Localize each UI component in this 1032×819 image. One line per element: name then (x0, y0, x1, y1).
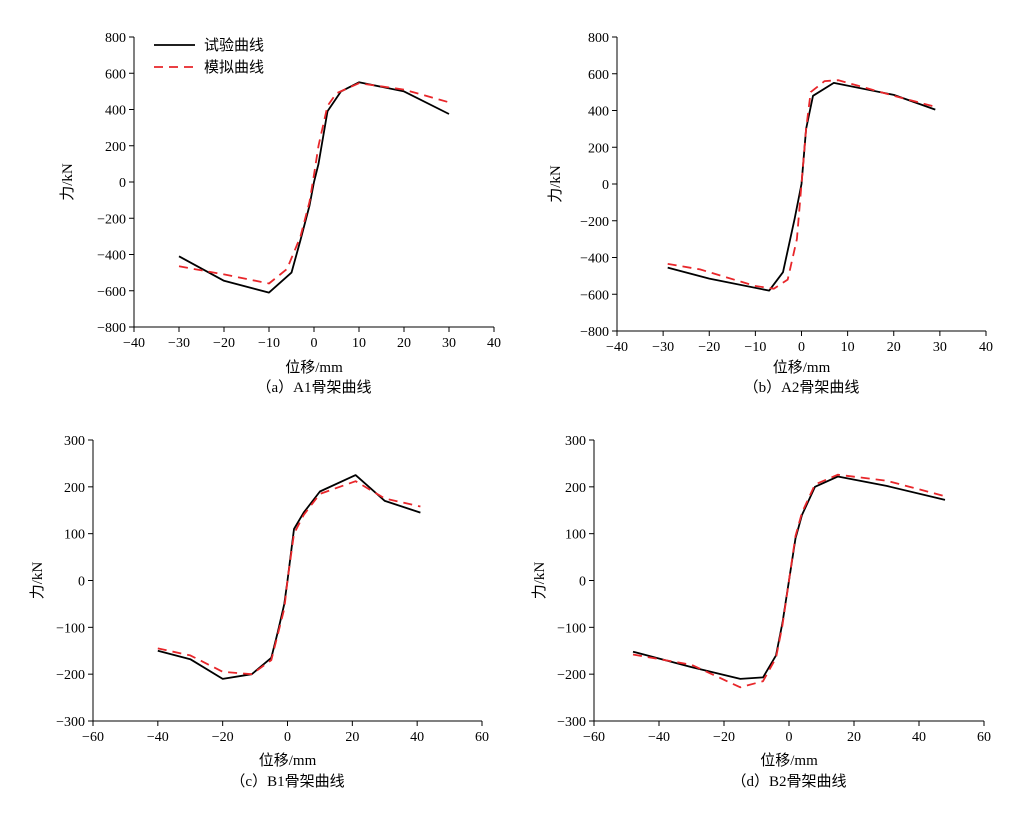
y-tick-label: −300 (56, 715, 85, 730)
x-axis-title: 位移/mm (259, 752, 317, 769)
x-tick-label: −40 (606, 340, 628, 355)
y-tick-label: 0 (78, 575, 85, 590)
legend-sim-label: 模拟曲线 (204, 59, 264, 76)
y-tick-label: 100 (64, 528, 85, 543)
panel-caption: （d）B2骨架曲线 (731, 773, 846, 790)
x-tick-label: −20 (713, 730, 735, 745)
y-tick-label: −400 (580, 252, 609, 267)
simulated-curve-line (178, 82, 450, 285)
y-axis-title: 力/kN (531, 562, 548, 600)
x-tick-label: −20 (213, 336, 235, 351)
x-tick-label: −40 (123, 336, 145, 351)
y-tick-label: 300 (565, 434, 586, 449)
y-tick-label: 400 (588, 105, 609, 120)
y-tick-label: 400 (105, 104, 126, 119)
x-axis-title: 位移/mm (285, 359, 343, 376)
x-tick-label: 20 (397, 336, 411, 351)
x-tick-label: 0 (284, 730, 291, 745)
simulated-curve-line (157, 480, 421, 676)
x-tick-label: 0 (798, 340, 805, 355)
x-tick-label: −30 (168, 336, 190, 351)
panel-caption: （c）B1骨架曲线 (230, 773, 344, 790)
y-tick-label: −100 (557, 621, 586, 636)
x-tick-label: 20 (847, 730, 861, 745)
x-axis-title: 位移/mm (773, 359, 831, 376)
panel-2: −60 −40 −20 0 20 40 60−300−200−1000100200300位移… (29, 434, 489, 790)
x-tick-label: 40 (410, 730, 424, 745)
y-tick-label: 200 (105, 140, 126, 155)
x-tick-label: 20 (887, 340, 901, 355)
y-axis-title: 力/kN (29, 562, 46, 600)
y-tick-label: 200 (565, 481, 586, 496)
y-tick-label: 800 (105, 31, 126, 46)
y-tick-label: 600 (105, 67, 126, 82)
y-tick-label: 800 (588, 31, 609, 46)
simulated-curve-line (632, 473, 946, 689)
y-axis-title: 力/kN (547, 165, 564, 203)
y-tick-label: −600 (97, 285, 126, 300)
panel-caption: （a）A1骨架曲线 (257, 379, 372, 396)
x-tick-label: −40 (648, 730, 670, 745)
y-tick-label: −400 (97, 249, 126, 264)
x-tick-label: 60 (475, 730, 489, 745)
x-tick-label: 20 (345, 730, 359, 745)
y-axis-title: 力/kN (59, 163, 76, 201)
x-axis-title: 位移/mm (760, 752, 818, 769)
test-curve-line (157, 474, 421, 680)
y-tick-label: 100 (565, 528, 586, 543)
test-curve-line (667, 82, 936, 292)
y-tick-label: 300 (64, 434, 85, 449)
test-curve-line (178, 81, 450, 294)
x-tick-label: 0 (311, 336, 318, 351)
x-tick-label: −20 (698, 340, 720, 355)
panel-0: −40 −30 −20 −10 0 10 20 30 40 −800 −600 −400 −200 0 20… (59, 31, 501, 396)
y-tick-label: 200 (588, 141, 609, 156)
panel-3: −60 −40 −20 0 20 40 60−300−200−1000100200300位移… (531, 434, 991, 790)
y-tick-label: 0 (602, 178, 609, 193)
y-tick-label: −200 (580, 215, 609, 230)
x-tick-label: −60 (583, 730, 605, 745)
x-tick-label: −30 (652, 340, 674, 355)
y-tick-label: 200 (64, 481, 85, 496)
panel-1: −40 −30 −20 −10 0 10 20 30 40 −800 −600 −400 −200 0 20… (547, 31, 993, 396)
y-tick-label: 0 (579, 575, 586, 590)
x-tick-label: 10 (841, 340, 855, 355)
y-tick-label: −800 (97, 321, 126, 336)
legend-test-label: 试验曲线 (204, 37, 264, 54)
y-tick-label: −600 (580, 288, 609, 303)
x-tick-label: 10 (352, 336, 366, 351)
x-tick-label: −10 (258, 336, 280, 351)
y-tick-label: −100 (56, 621, 85, 636)
y-tick-label: −800 (580, 325, 609, 340)
panel-caption: （b）A2骨架曲线 (744, 379, 860, 396)
y-tick-label: −200 (97, 212, 126, 227)
x-tick-label: 30 (933, 340, 947, 355)
x-tick-label: 40 (487, 336, 501, 351)
x-tick-label: 30 (442, 336, 456, 351)
x-tick-label: 40 (912, 730, 926, 745)
y-tick-label: 600 (588, 68, 609, 83)
simulated-curve-line (667, 79, 936, 290)
x-tick-label: −20 (212, 730, 234, 745)
x-tick-label: −10 (744, 340, 766, 355)
x-tick-label: 0 (786, 730, 793, 745)
y-tick-label: −200 (557, 668, 586, 683)
y-tick-label: −200 (56, 668, 85, 683)
x-tick-label: −60 (82, 730, 104, 745)
x-tick-label: −40 (147, 730, 169, 745)
y-tick-label: −300 (557, 715, 586, 730)
x-tick-label: 40 (979, 340, 993, 355)
x-tick-label: 60 (977, 730, 991, 745)
y-tick-label: 0 (119, 176, 126, 191)
